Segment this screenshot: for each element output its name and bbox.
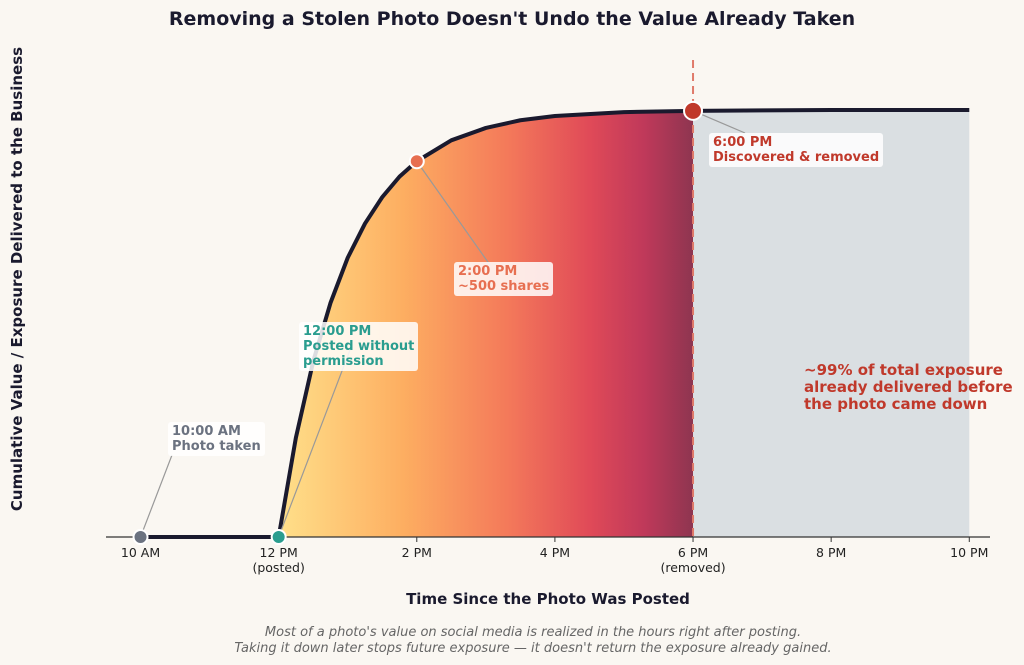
- x-axis-title: Time Since the Photo Was Posted: [406, 590, 690, 608]
- annotation: 2:00 PM ~500 shares: [454, 262, 554, 296]
- event-marker: [132, 529, 149, 545]
- leader-line: [278, 349, 351, 538]
- annotation: 6:00 PM Discovered & removed: [709, 133, 884, 167]
- x-tick-label: 10 PM: [950, 545, 989, 560]
- x-tick-label: 8 PM: [816, 545, 847, 560]
- annotation: 12:00 PM Posted without permission: [299, 322, 419, 371]
- exposure-area: [278, 110, 694, 537]
- x-tick-label: 4 PM: [539, 545, 571, 560]
- x-tick-label: 6 PM (removed): [660, 545, 726, 575]
- annotation: 10:00 AM Photo taken: [168, 422, 265, 456]
- leader-line: [139, 454, 173, 538]
- y-axis-title: Cumulative Value / Exposure Delivered to…: [8, 46, 26, 512]
- x-tick-label: 12 PM (posted): [252, 545, 305, 575]
- note: ~99% of total exposure already delivered…: [804, 361, 1013, 413]
- event-marker: [270, 529, 287, 545]
- event-marker: [683, 100, 704, 121]
- event-marker: [408, 153, 425, 170]
- lost-future-area: [693, 110, 970, 537]
- chart-title: Removing a Stolen Photo Doesn't Undo the…: [168, 8, 856, 30]
- x-tick-label: 10 AM: [120, 545, 161, 560]
- leader-line: [416, 160, 491, 266]
- x-tick-label: 2 PM: [401, 545, 432, 560]
- caption: Most of a photo's value on social media …: [234, 625, 832, 656]
